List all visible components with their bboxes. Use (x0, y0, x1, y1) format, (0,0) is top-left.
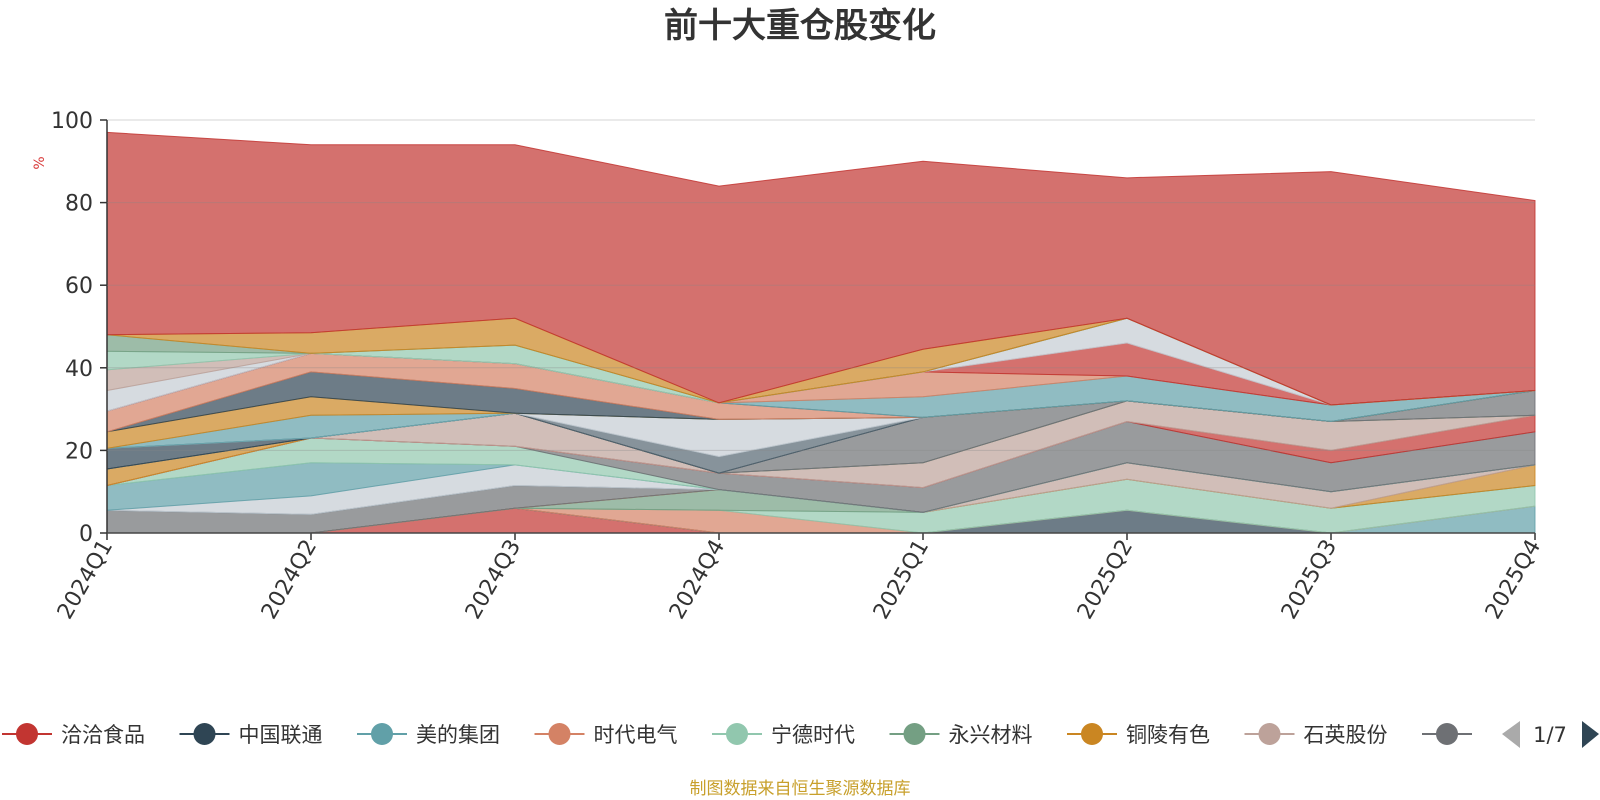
legend-marker (193, 723, 216, 745)
x-tick-label: 2025Q4 (1481, 536, 1546, 624)
legend-label: 铜陵有色 (1126, 723, 1210, 747)
grid-lines (107, 119, 1535, 534)
legend-item[interactable]: 中国联通 (179, 723, 323, 747)
legend-item[interactable]: 铜陵有色 (1067, 723, 1210, 747)
x-tick-label: 2025Q2 (1073, 536, 1138, 624)
x-tick-label: 2024Q1 (53, 536, 118, 624)
stacked-areas (106, 131, 1536, 534)
legend-label: 石英股份 (1304, 723, 1388, 747)
legend-marker (903, 723, 926, 745)
chart-title: 前十大重仓股变化 (664, 6, 936, 46)
legend-label: 中国联通 (239, 723, 323, 747)
legend-marker (548, 723, 571, 745)
legend-item[interactable]: 中国电信 (1422, 723, 1565, 747)
x-tick-label: 2024Q4 (665, 536, 730, 624)
legend-item[interactable]: 洽洽食品 (2, 723, 145, 747)
legend-item[interactable]: 永兴材料 (889, 723, 1033, 747)
legend-marker (726, 723, 748, 745)
x-tick-label: 2025Q3 (1277, 536, 1342, 624)
legend-next-icon[interactable] (1582, 721, 1599, 748)
legend-item[interactable]: 时代电气 (534, 723, 678, 747)
legend-marker (1081, 723, 1103, 745)
legend-marker (371, 723, 393, 745)
y-tick-label: 60 (65, 274, 93, 299)
legend-prev-icon[interactable] (1502, 721, 1520, 748)
legend-page-indicator: 1/7 (1533, 723, 1567, 747)
legend-label: 美的集团 (416, 723, 500, 747)
source-note: 制图数据来自恒生聚源数据库 (690, 779, 911, 799)
legend-items: 洽洽食品 中国联通 美的集团 时代电气 宁德时代 永兴材料 铜陵有色 石英股份 中国电信 (2, 723, 1565, 747)
y-tick-label: 80 (65, 192, 93, 217)
legend-label: 洽洽食品 (61, 723, 145, 747)
legend-item[interactable]: 宁德时代 (712, 723, 855, 747)
x-tick-label: 2024Q3 (461, 536, 526, 624)
area-series-35 (106, 131, 1536, 406)
legend-label: 宁德时代 (771, 723, 855, 747)
legend-label: 时代电气 (594, 723, 678, 747)
legend-marker (16, 723, 38, 745)
y-tick-label: 0 (79, 522, 93, 547)
y-tick-label: 100 (51, 109, 93, 134)
legend-marker (1436, 723, 1458, 745)
x-tick-label: 2024Q2 (257, 536, 322, 624)
legend-item[interactable]: 石英股份 (1244, 723, 1388, 747)
legend-marker (1258, 723, 1281, 745)
y-axis-label: % (32, 156, 48, 169)
legend-item[interactable]: 美的集团 (357, 723, 500, 747)
x-tick-label: 2025Q1 (869, 536, 934, 624)
y-tick-label: 20 (65, 439, 93, 464)
y-tick-label: 40 (65, 357, 93, 382)
legend-label: 永兴材料 (949, 723, 1033, 747)
